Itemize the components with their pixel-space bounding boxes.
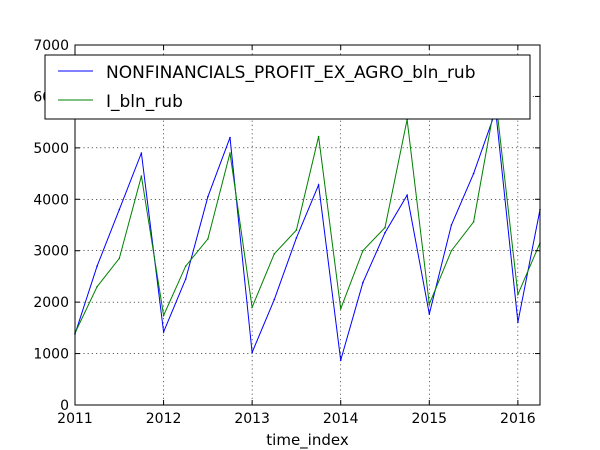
data-point — [118, 257, 121, 260]
data-point — [251, 306, 253, 309]
data-point — [140, 175, 143, 177]
y-tick-label: 0 — [60, 398, 69, 414]
data-point — [207, 195, 209, 198]
data-point — [317, 135, 320, 138]
data-point — [339, 359, 342, 362]
data-point — [184, 265, 187, 267]
data-point — [472, 172, 475, 175]
y-tick-label: 7000 — [33, 38, 69, 54]
y-tick-label: 3000 — [33, 244, 69, 260]
data-point — [517, 293, 519, 296]
data-point — [339, 308, 342, 310]
data-point — [96, 285, 98, 288]
y-tick-label: 4000 — [33, 192, 69, 208]
data-point — [428, 303, 431, 306]
data-point — [140, 152, 143, 154]
x-tick-label: 2015 — [411, 411, 447, 427]
data-point — [96, 265, 98, 267]
x-tick-label: 2012 — [146, 411, 182, 427]
data-point — [229, 152, 231, 154]
legend: NONFINANCIALS_PROFIT_EX_AGRO_bln_rub I_bl… — [44, 54, 531, 120]
data-point — [273, 298, 276, 301]
data-point — [184, 278, 187, 280]
data-point — [317, 184, 320, 186]
data-point — [295, 237, 298, 239]
data-point — [229, 136, 231, 139]
data-point — [251, 351, 253, 354]
data-point — [472, 221, 475, 223]
data-point — [517, 321, 519, 324]
x-axis-title: time_index — [266, 431, 349, 450]
x-axis: 2011 2012 2013 2014 2015 2016 — [57, 45, 536, 427]
series-layer — [74, 98, 541, 362]
x-tick-label: 2011 — [57, 411, 93, 427]
data-point — [384, 231, 386, 234]
data-point — [295, 229, 298, 231]
data-point — [450, 249, 453, 252]
x-tick-label: 2016 — [500, 411, 536, 427]
series-line — [74, 110, 541, 361]
data-point — [384, 226, 386, 229]
legend-box — [44, 54, 531, 120]
legend-label: I_bln_rub — [106, 92, 183, 112]
data-point — [118, 208, 121, 211]
data-point — [162, 331, 165, 333]
x-tick-label: 2014 — [323, 411, 359, 427]
x-tick-label: 2013 — [234, 411, 270, 427]
data-point — [273, 253, 276, 255]
data-point — [207, 238, 209, 240]
legend-label: NONFINANCIALS_PROFIT_EX_AGRO_bln_rub — [106, 63, 476, 83]
data-point — [406, 194, 408, 196]
data-point — [428, 313, 431, 315]
data-point — [362, 249, 364, 252]
y-tick-label: 1000 — [33, 347, 69, 363]
plot-frame — [74, 44, 541, 406]
data-point — [450, 224, 453, 226]
data-point — [362, 281, 364, 284]
series-line — [74, 98, 541, 334]
y-tick-label: 5000 — [33, 141, 69, 157]
y-tick-label: 2000 — [33, 295, 69, 311]
data-point — [162, 314, 165, 317]
